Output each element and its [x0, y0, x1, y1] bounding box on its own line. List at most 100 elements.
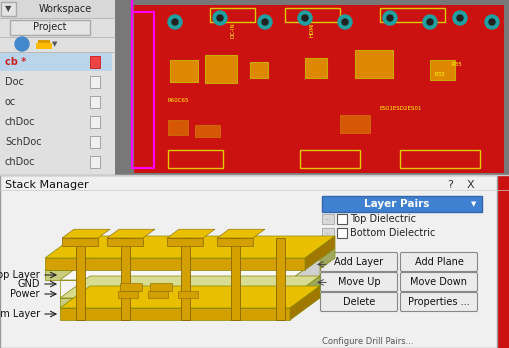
Bar	[167, 238, 203, 246]
Bar	[0, 175, 497, 348]
Bar	[90, 136, 100, 148]
Bar	[337, 228, 347, 238]
Bar	[62, 238, 98, 246]
FancyBboxPatch shape	[401, 272, 477, 292]
Text: DC-IN: DC-IN	[231, 22, 236, 38]
Circle shape	[427, 19, 433, 25]
Text: ...: ...	[325, 230, 331, 236]
Bar	[121, 238, 130, 320]
Bar	[170, 60, 198, 82]
Bar	[322, 196, 482, 212]
Polygon shape	[290, 276, 320, 308]
Bar	[0, 0, 115, 175]
Circle shape	[485, 15, 499, 29]
Text: Top Layer: Top Layer	[0, 270, 40, 280]
Polygon shape	[107, 229, 155, 238]
Text: HDMI: HDMI	[309, 23, 315, 37]
Polygon shape	[305, 236, 335, 270]
Text: Bottom Layer: Bottom Layer	[0, 309, 40, 319]
Bar	[168, 150, 223, 168]
Bar	[0, 0, 115, 18]
Bar	[231, 238, 240, 320]
Bar	[181, 238, 190, 320]
Bar	[76, 238, 85, 320]
Circle shape	[383, 11, 397, 25]
Bar	[210, 8, 255, 22]
Text: X: X	[466, 180, 474, 190]
Text: ▼: ▼	[52, 41, 58, 47]
Polygon shape	[60, 308, 290, 320]
Circle shape	[387, 15, 393, 21]
Bar	[355, 50, 393, 78]
Text: GND: GND	[17, 279, 40, 289]
Bar	[90, 96, 100, 108]
Text: ?: ?	[447, 180, 453, 190]
Bar	[305, 58, 327, 78]
Bar	[497, 175, 509, 348]
Bar	[90, 76, 100, 88]
Text: chDoc: chDoc	[5, 157, 36, 167]
Circle shape	[453, 11, 467, 25]
Circle shape	[168, 15, 182, 29]
Circle shape	[423, 15, 437, 29]
Text: R32: R32	[435, 72, 446, 78]
Circle shape	[298, 11, 312, 25]
FancyBboxPatch shape	[321, 272, 398, 292]
Text: oc: oc	[5, 97, 16, 107]
Bar	[322, 228, 334, 238]
Text: ES01ESD2ES01: ES01ESD2ES01	[380, 105, 422, 111]
Text: Workspace: Workspace	[38, 4, 92, 14]
Text: SchDoc: SchDoc	[5, 137, 42, 147]
Bar	[150, 283, 172, 291]
Circle shape	[172, 19, 178, 25]
Text: R60C65: R60C65	[168, 97, 189, 103]
Bar	[217, 238, 253, 246]
Text: Move Down: Move Down	[410, 277, 467, 287]
Circle shape	[338, 15, 352, 29]
Circle shape	[217, 15, 223, 21]
Bar	[178, 291, 198, 298]
Text: Power: Power	[11, 289, 40, 299]
Text: Project: Project	[33, 22, 67, 32]
Bar	[322, 214, 334, 224]
Polygon shape	[290, 286, 320, 320]
Polygon shape	[305, 248, 335, 280]
Bar	[195, 125, 220, 137]
Bar	[120, 283, 142, 291]
Text: Bottom Dielectric: Bottom Dielectric	[350, 228, 435, 238]
Bar	[90, 56, 100, 68]
Polygon shape	[45, 248, 335, 270]
Circle shape	[15, 37, 29, 51]
Text: Move Up: Move Up	[337, 277, 380, 287]
Bar	[118, 291, 138, 298]
Polygon shape	[60, 280, 290, 298]
Polygon shape	[45, 258, 305, 270]
Polygon shape	[60, 258, 320, 280]
Text: cb *: cb *	[5, 57, 26, 67]
Text: Top Dielectric: Top Dielectric	[350, 214, 416, 224]
Text: ▼: ▼	[5, 5, 11, 14]
Text: Doc: Doc	[5, 77, 24, 87]
Bar	[430, 60, 455, 80]
Bar	[0, 53, 112, 71]
Text: Stack Manager: Stack Manager	[5, 180, 89, 190]
Bar	[285, 8, 340, 22]
Bar	[0, 175, 509, 348]
Bar	[205, 55, 237, 83]
Bar	[168, 120, 188, 135]
Bar	[400, 150, 480, 168]
Bar	[115, 0, 509, 175]
Polygon shape	[167, 229, 215, 238]
Bar	[337, 214, 347, 224]
Bar	[132, 12, 154, 168]
Polygon shape	[45, 236, 335, 258]
Bar	[276, 238, 285, 320]
Text: Configure Drill Pairs...: Configure Drill Pairs...	[322, 338, 413, 347]
Bar	[90, 156, 100, 168]
Bar	[148, 291, 168, 298]
Text: ▼: ▼	[471, 201, 477, 207]
Text: ...: ...	[325, 216, 331, 221]
Bar	[380, 8, 445, 22]
Bar	[107, 238, 143, 246]
Polygon shape	[60, 298, 290, 308]
